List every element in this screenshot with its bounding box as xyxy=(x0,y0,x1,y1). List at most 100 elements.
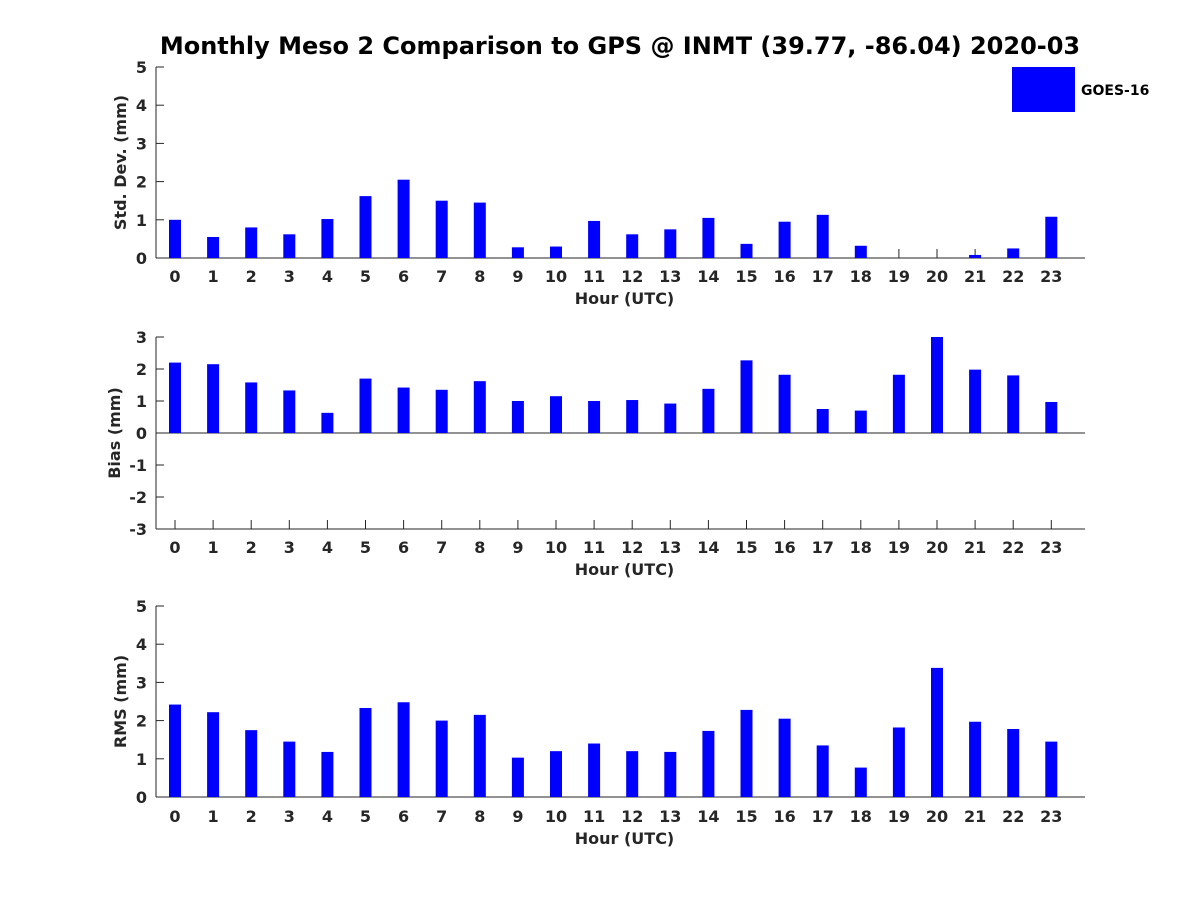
x-axis-label: Hour (UTC) xyxy=(575,560,675,579)
bar xyxy=(245,382,258,433)
x-tick-label: 1 xyxy=(208,267,219,286)
bar xyxy=(550,751,562,797)
figure-title: Monthly Meso 2 Comparison to GPS @ INMT … xyxy=(160,32,1080,60)
bar xyxy=(816,745,829,797)
bar xyxy=(321,751,334,797)
bar xyxy=(626,400,639,433)
x-tick-label: 15 xyxy=(735,538,757,557)
x-tick-label: 13 xyxy=(659,267,681,286)
x-tick-label: 14 xyxy=(697,267,719,286)
x-tick-label: 21 xyxy=(964,807,986,826)
y-tick-label: -2 xyxy=(129,488,147,507)
y-tick-label: 2 xyxy=(136,712,147,731)
bar xyxy=(245,227,258,258)
x-tick-label: 16 xyxy=(773,807,795,826)
x-tick-label: 5 xyxy=(360,267,371,286)
bar xyxy=(550,246,562,258)
x-tick-label: 18 xyxy=(850,807,872,826)
bar xyxy=(1045,401,1058,433)
x-tick-label: 14 xyxy=(697,538,719,557)
y-tick-label: -1 xyxy=(129,456,147,475)
bar xyxy=(207,364,220,433)
y-tick-label: 3 xyxy=(136,134,147,153)
bar xyxy=(550,396,562,433)
bar xyxy=(702,217,715,258)
x-tick-label: 2 xyxy=(246,538,257,557)
y-tick-label: 3 xyxy=(136,673,147,692)
bar xyxy=(740,360,753,433)
x-tick-label: 10 xyxy=(545,267,567,286)
x-tick-label: 8 xyxy=(474,538,485,557)
x-tick-label: 8 xyxy=(474,807,485,826)
y-tick-label: 1 xyxy=(136,392,147,411)
x-tick-label: 10 xyxy=(545,807,567,826)
x-tick-label: 11 xyxy=(583,807,605,826)
y-tick-label: 4 xyxy=(136,96,147,115)
bar xyxy=(778,221,791,258)
bar xyxy=(397,179,410,258)
x-tick-label: 4 xyxy=(322,538,333,557)
bar xyxy=(397,387,410,433)
bar xyxy=(397,702,410,797)
bar xyxy=(816,409,829,433)
x-tick-label: 4 xyxy=(322,807,333,826)
x-tick-label: 22 xyxy=(1002,807,1024,826)
x-tick-label: 16 xyxy=(773,267,795,286)
bar xyxy=(359,707,372,797)
x-tick-label: 9 xyxy=(512,538,523,557)
bar xyxy=(969,721,982,797)
bar xyxy=(169,362,181,433)
x-tick-label: 5 xyxy=(360,807,371,826)
bar xyxy=(664,229,677,258)
x-tick-label: 12 xyxy=(621,267,643,286)
bar xyxy=(473,381,486,433)
bar xyxy=(588,401,601,433)
bar xyxy=(511,247,524,258)
bar xyxy=(892,727,905,797)
y-tick-label: 0 xyxy=(136,788,147,807)
y-tick-label: 1 xyxy=(136,211,147,230)
bar xyxy=(207,236,220,258)
y-axis-label: Bias (mm) xyxy=(105,387,124,479)
x-tick-label: 19 xyxy=(888,807,910,826)
bar xyxy=(207,712,220,797)
x-tick-label: 0 xyxy=(169,267,180,286)
bar xyxy=(816,214,829,258)
legend: GOES-16 xyxy=(1012,67,1149,112)
bar xyxy=(664,751,677,797)
x-tick-label: 20 xyxy=(926,538,948,557)
bar xyxy=(283,234,296,258)
bar xyxy=(473,714,486,797)
x-tick-label: 0 xyxy=(169,538,180,557)
legend-label: GOES-16 xyxy=(1081,83,1149,99)
x-tick-label: 6 xyxy=(398,807,409,826)
x-tick-label: 7 xyxy=(436,267,447,286)
bar xyxy=(854,410,867,433)
y-tick-label: -3 xyxy=(129,520,147,539)
y-axis-label: Std. Dev. (mm) xyxy=(111,95,130,230)
x-tick-label: 3 xyxy=(284,807,295,826)
bar xyxy=(283,741,296,797)
x-tick-label: 15 xyxy=(735,807,757,826)
x-tick-label: 4 xyxy=(322,267,333,286)
x-tick-label: 18 xyxy=(850,267,872,286)
x-tick-label: 8 xyxy=(474,267,485,286)
bar xyxy=(588,743,601,797)
x-tick-label: 22 xyxy=(1002,538,1024,557)
x-tick-label: 13 xyxy=(659,807,681,826)
bar xyxy=(588,220,601,258)
bar xyxy=(740,709,753,797)
x-tick-label: 3 xyxy=(284,267,295,286)
x-tick-label: 3 xyxy=(284,538,295,557)
x-tick-label: 6 xyxy=(398,267,409,286)
bar xyxy=(702,730,715,797)
x-tick-label: 12 xyxy=(621,538,643,557)
x-tick-label: 7 xyxy=(436,538,447,557)
bar xyxy=(969,254,982,258)
x-tick-label: 17 xyxy=(812,807,834,826)
x-tick-label: 18 xyxy=(850,538,872,557)
bar xyxy=(778,374,791,433)
x-tick-label: 21 xyxy=(964,267,986,286)
